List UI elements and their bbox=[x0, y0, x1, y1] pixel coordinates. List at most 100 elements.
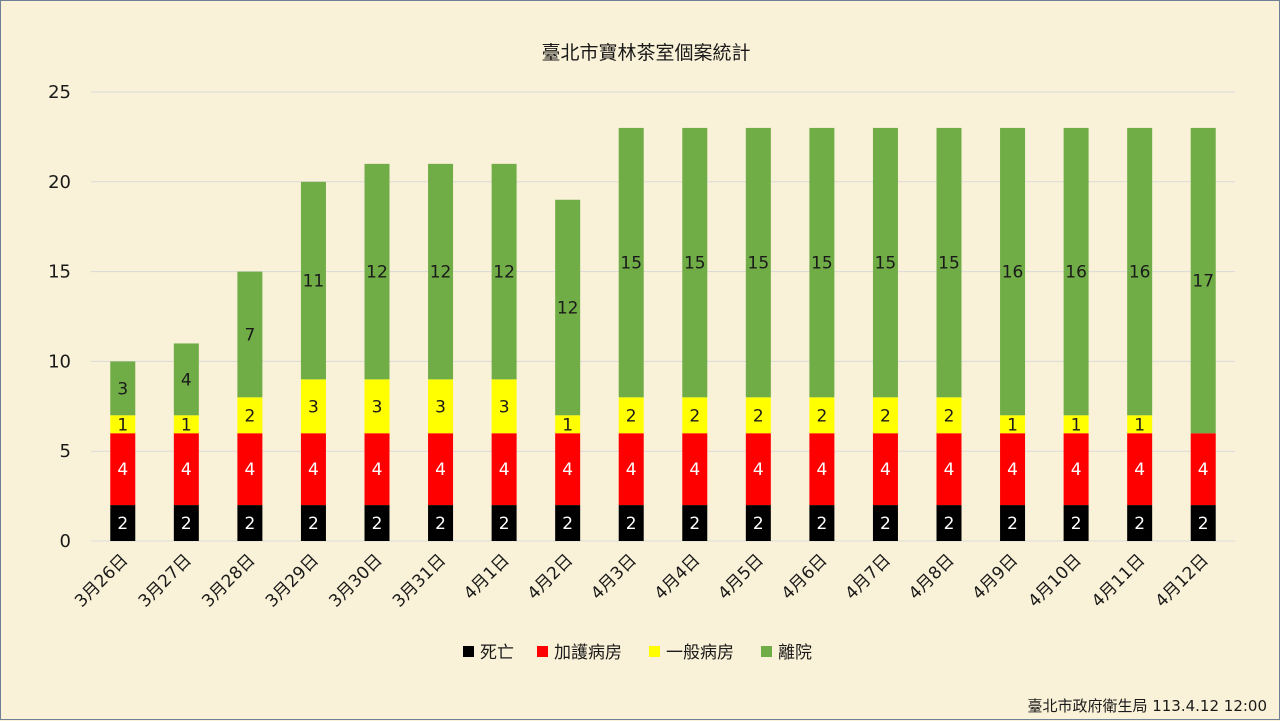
data-label: 2 bbox=[372, 514, 383, 534]
bar-segment bbox=[682, 127, 708, 398]
bar-segment bbox=[1063, 127, 1089, 416]
data-label: 4 bbox=[1198, 460, 1209, 480]
bar-segment bbox=[872, 127, 898, 398]
bar-segment bbox=[1127, 505, 1153, 541]
y-tick-label: 5 bbox=[60, 441, 71, 462]
bar-segment bbox=[872, 505, 898, 541]
x-tick-label: 3月26日 bbox=[71, 550, 132, 611]
data-label: 2 bbox=[880, 514, 891, 534]
gridlines bbox=[91, 91, 1235, 542]
data-label: 12 bbox=[557, 299, 579, 319]
bar-segment bbox=[936, 505, 962, 541]
data-label: 1 bbox=[1071, 415, 1082, 435]
bar-segment bbox=[1127, 127, 1153, 416]
bar-segment bbox=[364, 505, 390, 541]
bar-segment bbox=[1000, 433, 1026, 506]
data-label: 4 bbox=[244, 460, 255, 480]
bar-segment bbox=[1127, 415, 1153, 434]
y-tick-label: 10 bbox=[48, 351, 71, 372]
x-tick-label: 4月1日 bbox=[460, 550, 513, 603]
data-label: 4 bbox=[753, 460, 764, 480]
data-label: 2 bbox=[626, 406, 637, 426]
x-tick-label: 4月4日 bbox=[651, 550, 704, 603]
data-label: 2 bbox=[562, 514, 573, 534]
bar-segment bbox=[491, 163, 517, 380]
data-label: 3 bbox=[117, 379, 128, 399]
bar-segment bbox=[618, 433, 644, 506]
bar-segment bbox=[555, 199, 581, 416]
bar-segment bbox=[110, 415, 136, 434]
bar-segment bbox=[936, 433, 962, 506]
data-label: 2 bbox=[244, 514, 255, 534]
data-label: 15 bbox=[811, 254, 833, 274]
legend-label: 死亡 bbox=[480, 643, 514, 663]
bar-segment bbox=[1000, 505, 1026, 541]
bar-segment bbox=[682, 397, 708, 434]
data-label: 2 bbox=[880, 406, 891, 426]
x-tick-label: 4月7日 bbox=[841, 550, 894, 603]
data-label: 17 bbox=[1192, 272, 1214, 292]
bar-segment bbox=[682, 433, 708, 506]
x-tick-label: 3月31日 bbox=[389, 550, 450, 611]
bar-segment bbox=[936, 397, 962, 434]
bar-segment bbox=[110, 433, 136, 506]
data-label: 2 bbox=[1071, 514, 1082, 534]
bar-segment bbox=[872, 397, 898, 434]
data-label: 2 bbox=[1007, 514, 1018, 534]
bar-segment bbox=[809, 397, 835, 434]
x-tick-label: 4月11日 bbox=[1088, 550, 1149, 611]
bar-segment bbox=[555, 415, 581, 434]
bar-segment bbox=[682, 505, 708, 541]
bar-segment bbox=[237, 271, 263, 398]
data-label: 3 bbox=[435, 397, 446, 417]
legend-label: 加護病房 bbox=[554, 643, 622, 663]
data-label: 2 bbox=[753, 514, 764, 534]
bar-segment bbox=[237, 397, 263, 434]
data-label: 15 bbox=[748, 254, 770, 274]
data-label: 4 bbox=[181, 370, 192, 390]
data-label: 4 bbox=[1134, 460, 1145, 480]
bar-segment bbox=[237, 505, 263, 541]
legend-swatch bbox=[537, 646, 548, 657]
x-tick-label: 4月2日 bbox=[524, 550, 577, 603]
bar-segment bbox=[300, 505, 326, 541]
bar-segment bbox=[491, 505, 517, 541]
chart-title: 臺北市寶林茶室個案統計 bbox=[541, 42, 750, 64]
data-label: 11 bbox=[303, 272, 325, 292]
bar-segment bbox=[809, 505, 835, 541]
data-label: 16 bbox=[1002, 263, 1024, 283]
y-tick-label: 15 bbox=[48, 262, 71, 283]
bar-segment bbox=[1127, 433, 1153, 506]
bar-segment bbox=[300, 379, 326, 434]
legend: 死亡 加護病房 一般病房 離院 bbox=[463, 643, 812, 663]
data-label: 4 bbox=[626, 460, 637, 480]
bar-segment bbox=[428, 505, 454, 541]
bar-segment bbox=[745, 505, 771, 541]
data-label: 2 bbox=[181, 514, 192, 534]
data-label: 16 bbox=[1129, 263, 1151, 283]
bar-segment bbox=[1000, 127, 1026, 416]
data-label: 2 bbox=[435, 514, 446, 534]
legend-label: 一般病房 bbox=[666, 643, 734, 663]
data-label: 2 bbox=[1134, 514, 1145, 534]
bar-segment bbox=[618, 127, 644, 398]
bar-segment bbox=[1190, 127, 1216, 434]
bar-segment bbox=[1190, 433, 1216, 506]
data-label: 4 bbox=[372, 460, 383, 480]
x-axis: 3月26日 3月27日 3月28日 3月29日 3月30日 3月31日 4月1日 4月2日 4月… bbox=[71, 550, 1213, 611]
data-label: 1 bbox=[117, 415, 128, 435]
data-label: 3 bbox=[308, 397, 319, 417]
data-label: 2 bbox=[308, 514, 319, 534]
bar-segment bbox=[173, 343, 199, 416]
data-label: 12 bbox=[430, 263, 452, 283]
data-label: 2 bbox=[626, 514, 637, 534]
data-label: 15 bbox=[875, 254, 897, 274]
legend-label: 離院 bbox=[778, 643, 812, 663]
data-label: 2 bbox=[117, 514, 128, 534]
x-tick-label: 4月10日 bbox=[1025, 550, 1086, 611]
data-label: 15 bbox=[684, 254, 706, 274]
data-label: 4 bbox=[880, 460, 891, 480]
data-label: 4 bbox=[689, 460, 700, 480]
